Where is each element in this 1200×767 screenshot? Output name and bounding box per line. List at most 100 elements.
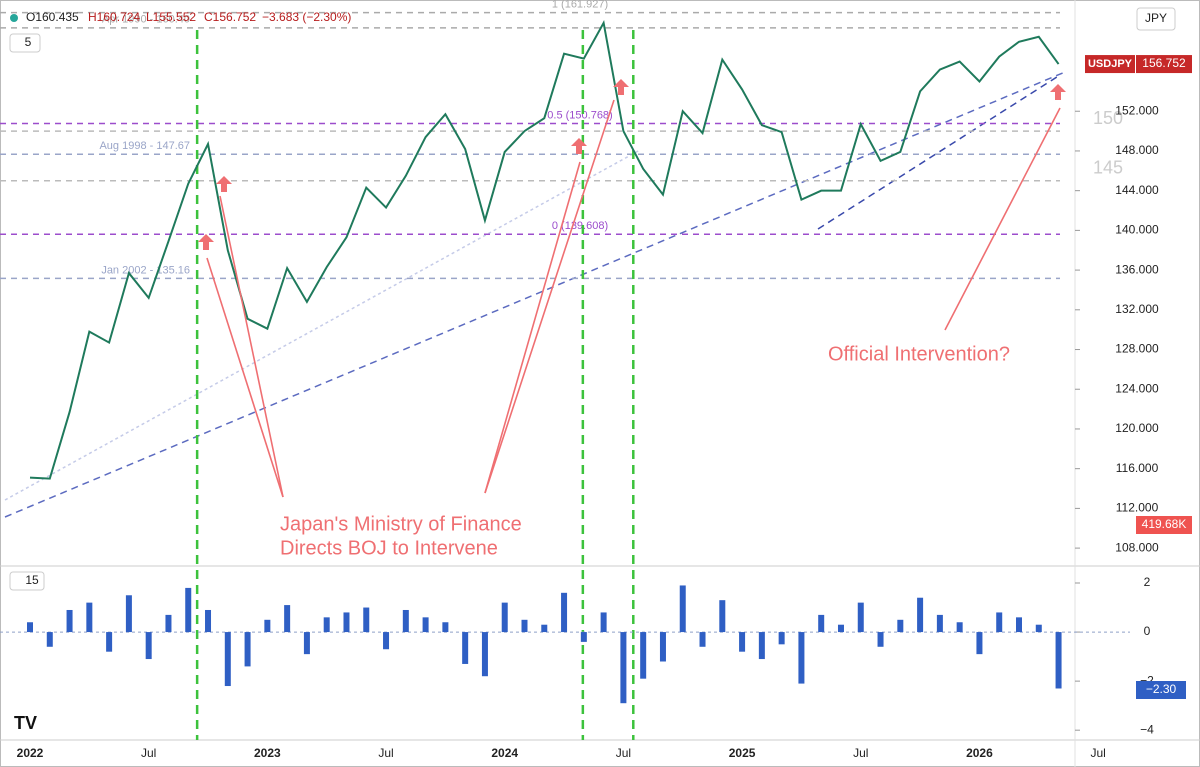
y-tick-label: 0	[1144, 624, 1151, 638]
bar	[976, 632, 983, 655]
bar	[521, 619, 528, 633]
level-label: 150	[1093, 108, 1123, 128]
indicator-chip-label: 5	[25, 35, 32, 49]
bar	[956, 622, 963, 633]
bar	[323, 617, 330, 633]
bar	[541, 624, 548, 633]
bar	[244, 632, 251, 667]
bar	[600, 612, 607, 633]
y-tick-label: 116.000	[1116, 461, 1159, 475]
bar	[383, 632, 390, 650]
y-tick-label: 112.000	[1116, 501, 1159, 515]
currency: JPY	[1145, 11, 1167, 25]
bar	[1035, 624, 1042, 633]
bar	[837, 624, 844, 633]
bar	[66, 609, 73, 633]
bar	[1016, 617, 1022, 633]
bar	[462, 632, 469, 664]
x-tick-label: 2026	[966, 746, 993, 760]
bar	[185, 587, 192, 633]
bar	[1055, 632, 1062, 689]
x-tick-label: 2022	[17, 746, 44, 760]
annotation: Japan's Ministry of Finance	[280, 513, 522, 535]
indicator-chip[interactable]	[9, 33, 41, 53]
bar	[778, 632, 785, 645]
x-tick-label: 2024	[491, 746, 518, 760]
symbol-badge-label: USDJPY	[1088, 58, 1133, 70]
level-label: Apr 1990 - 160.40	[102, 14, 190, 26]
price-line	[29, 19, 1060, 480]
bar	[27, 622, 33, 633]
ohlc-open: O160.435	[26, 10, 79, 24]
volume-badge	[1136, 516, 1192, 534]
x-tick-label: Jul	[616, 746, 631, 760]
y-tick-label: 108.000	[1115, 540, 1159, 554]
ohlc-close: C156.752	[204, 10, 256, 24]
bar	[422, 617, 429, 633]
price-badge-label: 156.752	[1142, 56, 1186, 70]
bar	[224, 632, 231, 687]
x-tick-label: Jul	[378, 746, 393, 760]
bar	[679, 585, 686, 633]
annotation: Official Intervention?	[828, 343, 1010, 365]
ohlc-low: L155.552	[146, 10, 196, 24]
bar	[343, 612, 350, 633]
bar	[580, 632, 587, 642]
status-dot	[10, 14, 18, 22]
bar	[996, 612, 1003, 633]
bar	[402, 609, 409, 633]
currency-button[interactable]	[1136, 7, 1176, 31]
bar	[481, 632, 488, 677]
indicator-chip-label: 15	[25, 573, 39, 587]
bar	[936, 614, 943, 633]
bar	[640, 632, 647, 679]
y-tick-label: 136.000	[1115, 262, 1159, 276]
y-tick-label: 2	[1144, 575, 1151, 589]
bar	[620, 632, 627, 704]
level-label: Aug 1998 - 147.67	[99, 140, 190, 152]
indicator-chip[interactable]	[9, 571, 45, 591]
bar	[205, 609, 212, 633]
bar	[303, 632, 310, 655]
bar	[699, 632, 706, 647]
y-tick-label: 120.000	[1115, 421, 1159, 435]
x-tick-label: Jul	[1090, 746, 1105, 760]
bar	[917, 597, 924, 633]
bar	[125, 595, 132, 633]
intervention-markers	[198, 79, 1066, 250]
bar	[106, 632, 113, 652]
y-tick-label: 128.000	[1115, 342, 1159, 356]
volume-badge-label: 419.68K	[1142, 517, 1187, 531]
bar	[145, 632, 152, 660]
trend-line	[4, 149, 641, 501]
bar	[501, 602, 508, 633]
bar	[659, 632, 666, 662]
annotation: Directs BOJ to Intervene	[280, 537, 498, 559]
bar	[284, 605, 291, 633]
level-label: 1 (161.927)	[552, 0, 608, 11]
bar	[86, 602, 93, 633]
y-tick-label: 140.000	[1115, 223, 1159, 237]
bar	[561, 592, 568, 633]
value-badge	[1136, 681, 1186, 699]
logo: TV	[14, 713, 37, 733]
ohlc-high: H160.724	[88, 10, 140, 24]
y-tick-label: 148.000	[1115, 143, 1159, 157]
y-tick-label: −4	[1140, 722, 1154, 736]
x-tick-label: Jul	[853, 746, 868, 760]
x-tick-label: Jul	[141, 746, 156, 760]
y-tick-label: 144.000	[1115, 183, 1159, 197]
symbol-badge	[1085, 55, 1135, 74]
bar	[46, 632, 53, 647]
bar	[857, 602, 864, 633]
bar	[363, 607, 370, 633]
y-tick-label: 152.000	[1115, 103, 1159, 117]
bar	[897, 619, 904, 633]
y-tick-label: 124.000	[1115, 381, 1159, 395]
ohlc-change: −3.683 (−2.30%)	[262, 10, 351, 24]
bar	[719, 600, 726, 633]
bar	[758, 632, 765, 660]
level-label: 145	[1093, 157, 1123, 177]
bar	[165, 614, 172, 633]
